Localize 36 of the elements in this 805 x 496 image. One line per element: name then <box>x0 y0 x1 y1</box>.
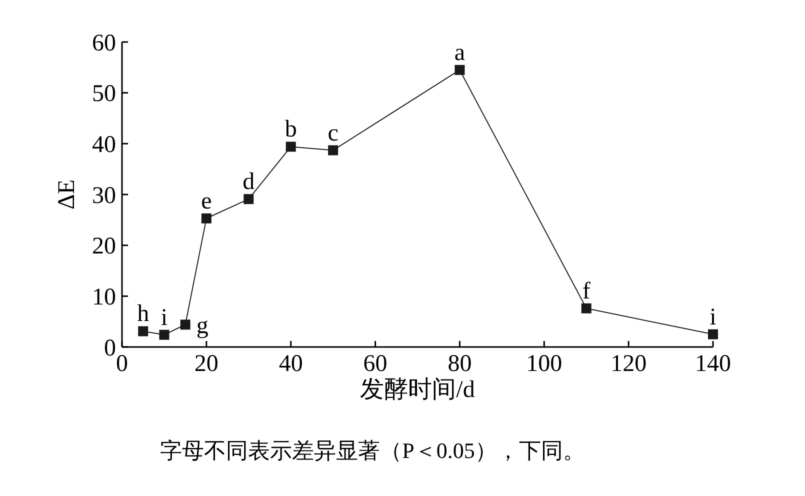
point <box>180 320 190 330</box>
y-axis-title: ΔE <box>54 179 80 210</box>
y-tick-label: 40 <box>92 132 116 158</box>
y-tick-label: 20 <box>92 234 116 260</box>
annotation: g <box>196 313 208 340</box>
point <box>328 145 338 156</box>
point <box>286 142 296 152</box>
x-tick-label: 140 <box>695 351 731 377</box>
y-tick-label: 30 <box>92 182 116 209</box>
point <box>581 303 592 314</box>
x-tick-label: 40 <box>278 351 303 377</box>
x-tick-label: 120 <box>610 351 647 377</box>
x-tick-label: 20 <box>194 351 218 377</box>
annotation: f <box>582 278 590 304</box>
annotation: e <box>201 188 212 214</box>
annotation: b <box>284 116 297 143</box>
point <box>138 326 148 336</box>
x-tick-label: 100 <box>526 351 562 377</box>
point <box>708 329 718 340</box>
x-tick-label: 80 <box>448 351 472 377</box>
point <box>244 194 254 204</box>
x-axis-title: 发酵时间/d <box>360 377 475 403</box>
y-tick-label: 10 <box>92 284 116 311</box>
annotation: a <box>454 40 466 66</box>
text: 字母不同表示差异显著（P＜0.05），下同。 <box>160 438 585 463</box>
y-tick-label: 60 <box>92 30 116 56</box>
annotation: c <box>328 120 338 146</box>
annotation: h <box>137 301 150 328</box>
annotation: i <box>160 304 168 331</box>
point <box>201 213 212 224</box>
annotation: i <box>710 304 717 330</box>
point <box>454 64 465 75</box>
y-tick-label: 50 <box>92 81 116 108</box>
point <box>159 330 170 340</box>
x-tick-label: 60 <box>363 351 388 377</box>
annotation: d <box>242 169 255 196</box>
